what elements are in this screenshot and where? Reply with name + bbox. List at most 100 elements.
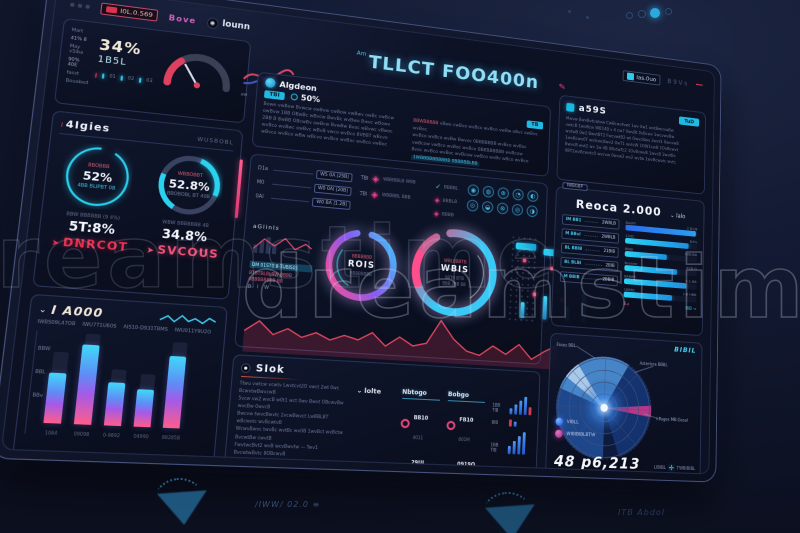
list-item[interactable]: BB10 4011: [399, 403, 439, 444]
bar-group: 1BB TIB: [490, 431, 530, 455]
list-chip[interactable]: M BBlB 2BBIB: [559, 271, 618, 287]
chevron-down-icon[interactable]: ⌄: [38, 304, 48, 315]
list-item[interactable]: FB10 801M: [445, 405, 484, 446]
left-column: Mart 41% 8 May v5iba 90% 40E fasst Bouab…: [11, 17, 251, 468]
title-prefix: Am: [356, 49, 367, 58]
avatar-icon: ◉: [206, 16, 219, 29]
version-badge[interactable]: I0L.0.569: [100, 2, 159, 22]
reflection-text: ITB AbdoI: [618, 508, 666, 517]
cyan-dot: [139, 77, 141, 83]
main-metrics-panel: D1a W5 0A |25B| M0 W0 0Al |20B| 0Al W0 BA |…: [234, 153, 590, 370]
grid-icon[interactable]: ◔: [512, 188, 524, 201]
chevron-down-icon: ⌄: [670, 212, 675, 220]
slok-panel: SIok Ttwu vwtcw vcwtv Lwvtcvt2O vwct 2wt…: [223, 354, 541, 475]
donut-card-1: BBOBBB 52% 4BB BLIPBT 0B BBW BBBBBB (9 4…: [46, 140, 143, 254]
tb-button[interactable]: TB: [526, 119, 544, 130]
grid-icon[interactable]: ◍: [482, 185, 495, 198]
grid-icon[interactable]: ◎: [511, 203, 524, 217]
pink-marker: [532, 292, 537, 297]
grid-icon[interactable]: ⊗: [496, 202, 509, 215]
radar-big-value: 48 p6,213: [553, 451, 641, 474]
lolte-dropdown[interactable]: ⌄ lolte: [356, 386, 382, 396]
area-chart-svg: [242, 304, 561, 370]
percent-value: 50%: [300, 93, 321, 105]
semicircle-gauge: [156, 37, 238, 115]
list-item[interactable]: 0919O084M: [443, 450, 483, 475]
footer-cyan-link[interactable]: BIB →: [685, 306, 697, 313]
grid-icon[interactable]: ◒: [481, 200, 494, 214]
dashboard-tablet: I0L.0.569 Bove ◉ lounn Ias.0uo B9Vs — Am…: [0, 0, 722, 483]
status-badge[interactable]: Ias.0uo: [622, 70, 661, 86]
list-chip[interactable]: M BBvl 2WBLB: [561, 228, 620, 244]
sublabel: IWU011Y9U2O: [174, 328, 212, 336]
gauge-label: Mart: [71, 28, 84, 35]
reoca-chip[interactable]: IWBGBP: [562, 182, 588, 192]
grid-icon[interactable]: ◉: [467, 183, 480, 197]
value-chip: W5 0A |25B|: [315, 169, 354, 183]
footer-red-label[interactable]: B⊿: [623, 302, 630, 308]
triangle-reflection: [156, 490, 210, 527]
grid-icon[interactable]: ⊕: [497, 186, 510, 200]
digies-body: BBOBBB 52% 4BB BLIPBT 0B BBW BBBBBB (9 4…: [46, 140, 233, 261]
a59s-title: a59S: [578, 103, 607, 117]
pink-dot: [95, 72, 98, 78]
blue-circle-icon: [264, 77, 276, 89]
grid-icon[interactable]: ⊙: [466, 199, 479, 212]
gauge-label: fasst: [66, 70, 80, 77]
list-chip[interactable]: BL BBlB 21BIB: [560, 242, 619, 258]
icon-grid[interactable]: ◉ ◍ ⊕ ◔ ◐ ⊙ ◒ ⊗ ◎ ◑: [466, 182, 541, 233]
cyan-dot: [120, 75, 123, 81]
dashboard-grid: Mart 41% 8 May v5iba 90% 40E fasst Bouab…: [11, 17, 706, 475]
decor-dot: [626, 12, 633, 19]
x-axis-labels: 1064 09098 0-9892 04990 88285B: [44, 429, 181, 441]
reflection-text: /IWW/ 02.0 ≡: [255, 500, 321, 509]
magenta-dot-icon: [554, 429, 563, 438]
sublabel: IWBS09L47OB: [37, 319, 76, 328]
cyan-square-icon: [566, 102, 575, 112]
grid-icon[interactable]: ◑: [526, 204, 538, 218]
dot-label: 02: [127, 76, 135, 83]
slok-body: Ttwu vwtcw vcwtv Lwvtcvt2O vwct 2wt 0wc …: [227, 380, 533, 475]
check-icon: ✓: [435, 182, 442, 191]
window-controls[interactable]: [69, 2, 91, 10]
gradient-bar: [43, 372, 67, 424]
value-chip: W0 0Al |20B|: [313, 183, 353, 197]
donut-2: WBBOBBT 52.8% BBOBOBL BT 40B: [153, 150, 226, 220]
check-item: ✓ BBBBL: [435, 182, 459, 192]
bar-slot: [73, 333, 101, 425]
slok-dropdown-col: ⌄ lolte: [347, 386, 395, 474]
decor-dot: [568, 10, 571, 13]
value-chip: W0 BA |1.2B|: [311, 197, 352, 211]
list-chip[interactable]: BL BLBl 2BIB: [560, 256, 619, 273]
bar-chart-title: I A000: [50, 302, 105, 321]
tud-button[interactable]: TuD: [679, 116, 700, 127]
digies-panel: ≀ 4Igies WUSBOBL: [32, 110, 244, 300]
user-avatar[interactable]: ◉ lounn: [206, 16, 250, 33]
dotted-grid-chart: [506, 234, 590, 323]
gauge-dots[interactable]: 01 02 03: [95, 72, 153, 85]
dot-label: 03: [145, 78, 153, 85]
decor-dot: [586, 16, 589, 19]
dark-circle-icon: [240, 363, 251, 374]
slok-mini-bars: 1BB TIB BIB 1BB TIB: [486, 393, 532, 474]
slok-paragraph: Ttwu vwtcw vcwtv Lwvtcvt2O vwct 2wt 0wc …: [231, 381, 344, 474]
column-header[interactable]: Bobgo: [447, 390, 486, 403]
column-header[interactable]: Nbtogo: [401, 388, 441, 401]
list-item[interactable]: 29UL098M: [396, 448, 437, 475]
gauge-label: 41% 8: [70, 36, 87, 44]
ring-gauge-2: WBLBBBTB WBIS 0BTB BTB BBB 2BB BB: [406, 222, 501, 322]
cyan-slider[interactable]: [515, 242, 537, 251]
metric-row: 0Al W0 BA |1.2B|: [255, 192, 352, 211]
gauge-labels: Mart 41% 8 May v5iba 90% 40E fasst Bouab…: [64, 26, 95, 99]
gauge-svg: [158, 41, 238, 97]
list-chip[interactable]: IM BB1 2WBLB: [561, 214, 620, 230]
area-chart: [242, 304, 535, 370]
donut-1: BBOBBB 52% 4BB BLIPBT 0B: [59, 141, 135, 212]
grid-icon[interactable]: ◐: [527, 189, 539, 203]
tbi-button[interactable]: TBI: [263, 89, 286, 100]
diamond-icon: ◈: [370, 190, 379, 201]
lalo-dropdown[interactable]: ⌄ lalo: [670, 212, 686, 221]
triangle-reflection: [484, 504, 538, 533]
